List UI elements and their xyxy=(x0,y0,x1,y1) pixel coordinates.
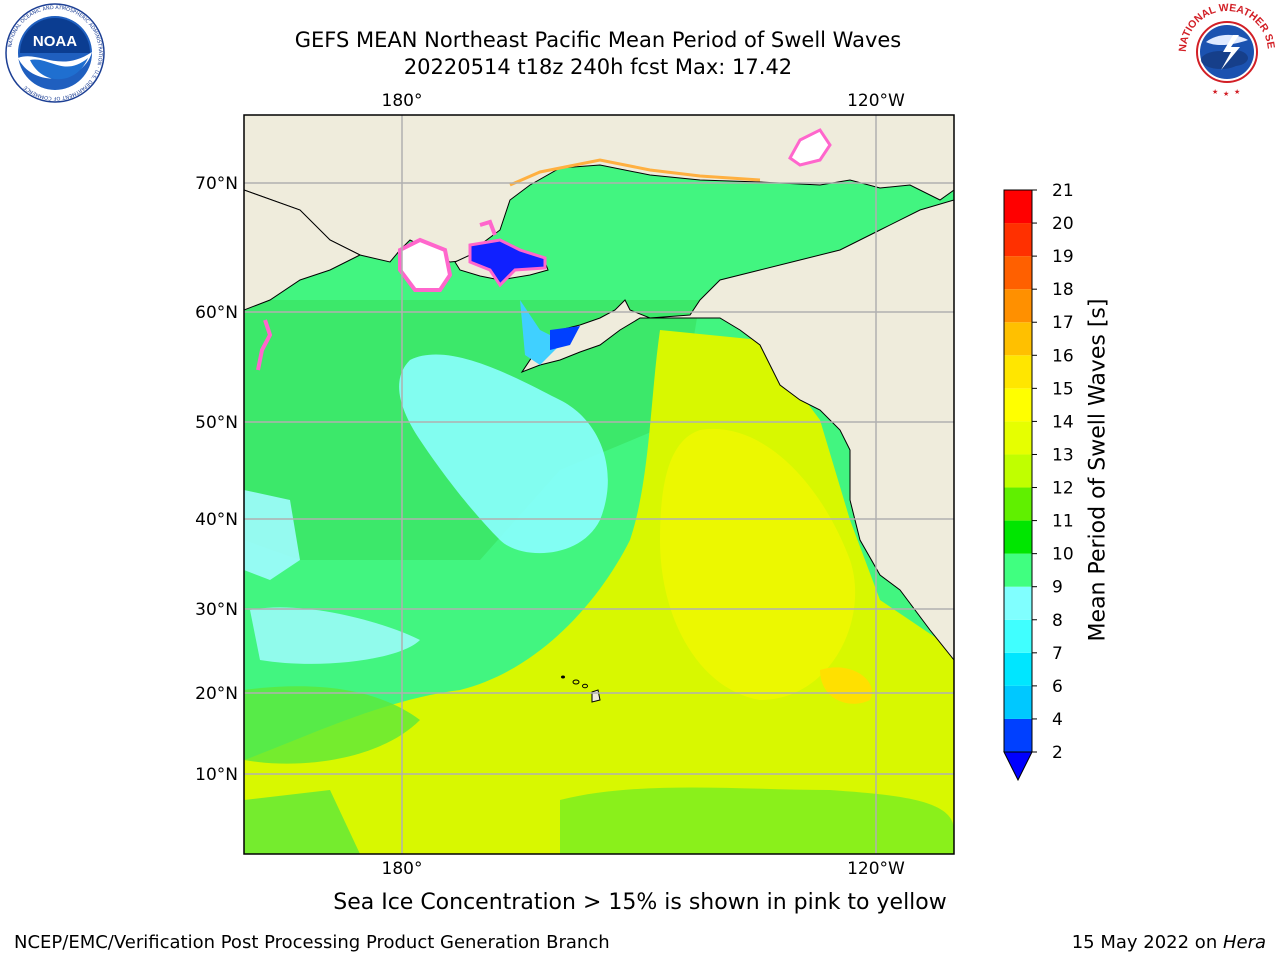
map-frame xyxy=(243,114,955,855)
graticule xyxy=(244,115,954,854)
colorbar-segment xyxy=(1004,322,1032,356)
lon-label-bottom-180: 180° xyxy=(382,859,423,879)
svg-text:NOAA: NOAA xyxy=(33,33,77,50)
colorbar-tick-label: 9 xyxy=(1052,578,1063,598)
colorbar-segment xyxy=(1004,487,1032,521)
colorbar-tick-label: 12 xyxy=(1052,479,1074,499)
colorbar-segment xyxy=(1004,685,1032,719)
colorbar-segment xyxy=(1004,289,1032,323)
lon-label-bottom-120w: 120°W xyxy=(847,859,905,879)
colorbar-tick-label: 7 xyxy=(1052,644,1063,664)
sea-ice-note: Sea Ice Concentration > 15% is shown in … xyxy=(333,890,947,915)
chart-title: GEFS MEAN Northeast Pacific Mean Period … xyxy=(294,28,902,52)
colorbar-tick-label: 15 xyxy=(1052,379,1074,399)
svg-text:★: ★ xyxy=(1212,88,1218,96)
colorbar-segment xyxy=(1004,190,1032,224)
colorbar-segment xyxy=(1004,223,1032,257)
colorbar-segment xyxy=(1004,652,1032,686)
lat-label-60n: 60°N xyxy=(195,303,238,323)
colorbar-segment xyxy=(1004,454,1032,488)
noaa-logo-icon: NOAA NATIONAL OCEANIC AND ATMOSPHERIC AD… xyxy=(5,3,105,103)
colorbar-segment xyxy=(1004,619,1032,653)
lat-label-50n: 50°N xyxy=(195,413,238,433)
colorbar-tick-label: 16 xyxy=(1052,346,1074,366)
colorbar-tick-label: 2 xyxy=(1052,743,1063,763)
colorbar-under-triangle xyxy=(1003,751,1033,782)
footer-date-text: 15 May 2022 on xyxy=(1071,932,1223,953)
colorbar-tick-label: 14 xyxy=(1052,412,1074,432)
lat-label-70n: 70°N xyxy=(195,174,238,194)
colorbar: 2 4 6 7 8 9 10 11 12 13 14 15 16 17 18 19 20 21 xyxy=(1003,181,1074,782)
colorbar-segment xyxy=(1004,388,1032,422)
footer-host: Hera xyxy=(1222,932,1266,953)
colorbar-segment xyxy=(1004,421,1032,455)
colorbar-tick-label: 13 xyxy=(1052,445,1074,465)
lat-label-20n: 20°N xyxy=(195,684,238,704)
colorbar-segment xyxy=(1004,520,1032,554)
lon-label-top-120w: 120°W xyxy=(847,91,905,111)
lat-label-10n: 10°N xyxy=(195,765,238,785)
svg-text:★: ★ xyxy=(1223,90,1229,98)
colorbar-frame xyxy=(1003,189,1033,752)
colorbar-tick-label: 20 xyxy=(1052,214,1074,234)
colorbar-tick-label: 21 xyxy=(1052,181,1074,201)
colorbar-tick-label: 10 xyxy=(1052,545,1074,565)
lat-label-30n: 30°N xyxy=(195,600,238,620)
nws-logo-icon: NATIONAL WEATHER SERVICE ★ ★ ★ xyxy=(1176,2,1277,99)
colorbar-segment xyxy=(1004,718,1032,752)
footer-date: 15 May 2022 on Hera xyxy=(1072,932,1266,953)
svg-text:★: ★ xyxy=(1234,88,1240,96)
lon-label-top-180: 180° xyxy=(382,91,423,111)
lat-label-40n: 40°N xyxy=(195,510,238,530)
colorbar-tick-label: 17 xyxy=(1052,313,1074,333)
colorbar-tick-label: 11 xyxy=(1052,512,1074,532)
colorbar-tick-label: 19 xyxy=(1052,247,1074,267)
colorbar-tick-label: 18 xyxy=(1052,280,1074,300)
footer-credit: NCEP/EMC/Verification Post Processing Pr… xyxy=(14,932,610,953)
colorbar-segment xyxy=(1004,553,1032,587)
chart-subtitle: 20220514 t18z 240h fcst Max: 17.42 xyxy=(403,55,793,79)
map-panel xyxy=(244,115,954,854)
colorbar-segment xyxy=(1004,256,1032,290)
colorbar-tick-label: 6 xyxy=(1052,677,1063,697)
colorbar-tick-label: 8 xyxy=(1052,611,1063,631)
colorbar-title: Mean Period of Swell Waves [s] xyxy=(1085,298,1111,642)
colorbar-segment xyxy=(1004,355,1032,389)
colorbar-tick-label: 4 xyxy=(1052,710,1063,730)
colorbar-segment xyxy=(1004,586,1032,620)
